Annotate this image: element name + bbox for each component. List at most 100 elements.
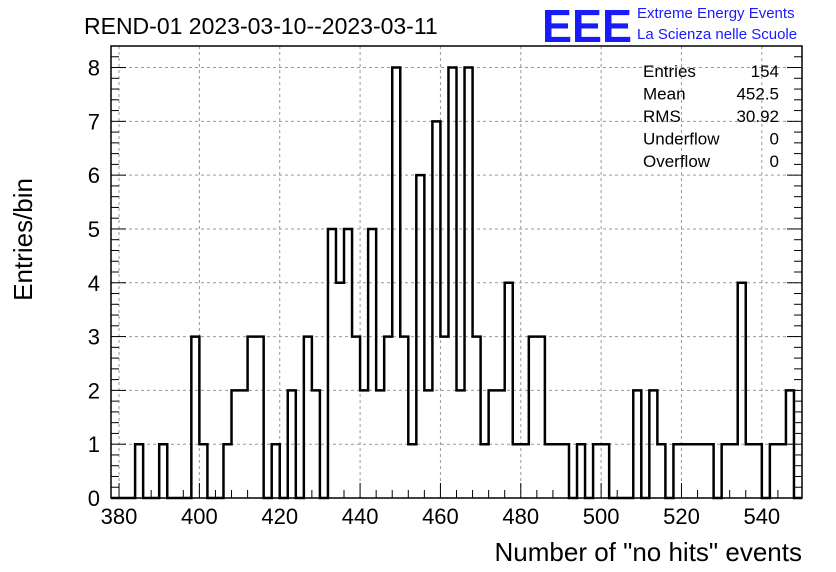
histogram-bin-484 bbox=[537, 337, 545, 498]
y-tick-label-6: 6 bbox=[88, 163, 100, 188]
histogram-bin-450 bbox=[400, 337, 408, 498]
histogram-bin-438 bbox=[352, 337, 360, 498]
stat-value-mean: 452.5 bbox=[736, 85, 779, 104]
histogram-bin-448 bbox=[392, 68, 400, 498]
y-tick-label-7: 7 bbox=[88, 109, 100, 134]
histogram-bin-538 bbox=[754, 444, 762, 498]
histogram-bin-536 bbox=[746, 444, 754, 498]
stat-value-underflow: 0 bbox=[770, 130, 779, 149]
histogram-bin-422 bbox=[288, 390, 296, 498]
x-tick-label-440: 440 bbox=[342, 504, 379, 529]
histogram-bin-456 bbox=[424, 390, 432, 498]
histogram-bin-490 bbox=[561, 444, 569, 498]
stat-value-rms: 30.92 bbox=[736, 107, 779, 126]
eee-logo: EEE Extreme Energy Events La Scienza nel… bbox=[542, 0, 797, 52]
histogram-outline bbox=[111, 66, 802, 500]
histogram-bin-418 bbox=[272, 444, 280, 498]
y-tick-label-8: 8 bbox=[88, 56, 100, 81]
histogram-bin-398 bbox=[191, 337, 199, 498]
stat-label-entries: Entries bbox=[643, 62, 696, 81]
y-tick-label-3: 3 bbox=[88, 325, 100, 350]
x-tick-label-420: 420 bbox=[261, 504, 298, 529]
histogram-bin-442 bbox=[368, 229, 376, 498]
histogram-bin-470 bbox=[481, 444, 489, 498]
histogram-bin-426 bbox=[304, 337, 312, 498]
stat-label-rms: RMS bbox=[643, 107, 681, 126]
histogram-bin-522 bbox=[690, 444, 698, 498]
x-tick-label-480: 480 bbox=[502, 504, 539, 529]
histogram-bin-432 bbox=[328, 229, 336, 498]
x-tick-label-520: 520 bbox=[663, 504, 700, 529]
y-tick-label-4: 4 bbox=[88, 271, 100, 296]
histogram-bin-434 bbox=[336, 283, 344, 498]
histogram-bin-520 bbox=[681, 444, 689, 498]
y-tick-label-5: 5 bbox=[88, 217, 100, 242]
histogram-bin-486 bbox=[545, 444, 553, 498]
histogram-bin-444 bbox=[376, 390, 384, 498]
histogram-bin-480 bbox=[521, 444, 529, 498]
logo-line2: La Scienza nelle Scuole bbox=[637, 26, 797, 43]
stat-label-underflow: Underflow bbox=[643, 130, 720, 149]
stat-label-overflow: Overflow bbox=[643, 152, 711, 171]
histogram-bin-400 bbox=[199, 444, 207, 498]
histogram-bin-454 bbox=[416, 175, 424, 498]
y-axis-title: Entries/bin bbox=[8, 178, 38, 301]
stat-label-mean: Mean bbox=[643, 85, 686, 104]
stat-value-entries: 154 bbox=[751, 62, 779, 81]
histogram-bin-518 bbox=[673, 444, 681, 498]
histogram-bars bbox=[111, 66, 802, 500]
x-tick-label-540: 540 bbox=[743, 504, 780, 529]
histogram-bin-534 bbox=[738, 283, 746, 498]
histogram-bin-494 bbox=[577, 444, 585, 498]
stats-box: Entries 154 Mean 452.5 RMS 30.92 Underflow 0 Ove… bbox=[643, 62, 779, 171]
histogram-bin-410 bbox=[240, 390, 248, 498]
logo-line1: Extreme Energy Events bbox=[637, 5, 795, 22]
histogram-bin-464 bbox=[457, 390, 465, 498]
histogram-bin-472 bbox=[489, 390, 497, 498]
histogram-bin-466 bbox=[465, 68, 473, 498]
histogram-bin-508 bbox=[633, 390, 641, 498]
x-tick-label-380: 380 bbox=[101, 504, 138, 529]
x-axis-title: Number of "no hits" events bbox=[495, 537, 803, 567]
histogram-bin-452 bbox=[408, 444, 416, 498]
histogram-bin-514 bbox=[657, 444, 665, 498]
histogram-bin-414 bbox=[256, 337, 264, 498]
histogram-bin-478 bbox=[513, 444, 521, 498]
histogram-bin-476 bbox=[505, 283, 513, 498]
histogram-bin-412 bbox=[248, 337, 256, 498]
histogram-bin-482 bbox=[529, 337, 537, 498]
histogram-bin-460 bbox=[440, 337, 448, 498]
histogram-bin-408 bbox=[232, 390, 240, 498]
chart-title: REND-01 2023-03-10--2023-03-11 bbox=[84, 13, 438, 39]
y-tick-label-0: 0 bbox=[88, 486, 100, 511]
histogram-bin-544 bbox=[778, 444, 786, 498]
histogram-bin-542 bbox=[770, 444, 778, 498]
y-tick-label-1: 1 bbox=[88, 432, 100, 457]
histogram-bin-530 bbox=[722, 444, 730, 498]
histogram-bin-390 bbox=[159, 444, 167, 498]
histogram-bin-500 bbox=[601, 444, 609, 498]
histogram-bin-428 bbox=[312, 390, 320, 498]
histogram-bin-524 bbox=[698, 444, 706, 498]
histogram-bin-406 bbox=[223, 444, 231, 498]
histogram-bin-526 bbox=[706, 444, 714, 498]
histogram-bin-468 bbox=[473, 337, 481, 498]
logo-main-text: EEE bbox=[542, 0, 632, 52]
x-tick-label-460: 460 bbox=[422, 504, 459, 529]
histogram-bin-446 bbox=[384, 337, 392, 498]
histogram-bin-436 bbox=[344, 229, 352, 498]
histogram-bin-488 bbox=[553, 444, 561, 498]
y-tick-label-2: 2 bbox=[88, 378, 100, 403]
x-axis-ticks: 380 400 420 440 460 480 500 520 540 bbox=[101, 483, 795, 529]
histogram-bin-474 bbox=[497, 390, 505, 498]
histogram-bin-512 bbox=[649, 390, 657, 498]
histogram-bin-458 bbox=[432, 121, 440, 498]
y-axis-ticks: 0 1 2 3 4 5 6 7 8 bbox=[88, 45, 802, 511]
stat-value-overflow: 0 bbox=[770, 152, 779, 171]
histogram-bin-532 bbox=[730, 444, 738, 498]
histogram-bin-462 bbox=[448, 68, 456, 498]
histogram-bin-498 bbox=[593, 444, 601, 498]
histogram-bin-384 bbox=[135, 444, 143, 498]
x-tick-label-400: 400 bbox=[181, 504, 218, 529]
